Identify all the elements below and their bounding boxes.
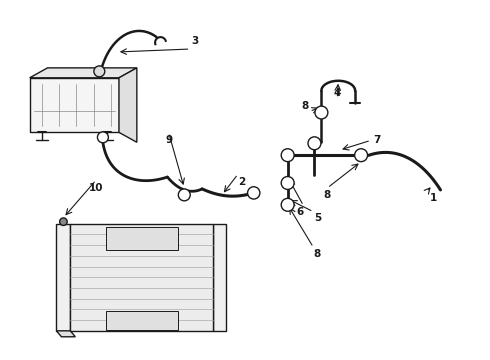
Bar bbox=[213, 224, 226, 331]
Bar bbox=[106, 227, 177, 251]
Circle shape bbox=[247, 187, 260, 199]
Circle shape bbox=[281, 149, 294, 162]
Text: 8: 8 bbox=[324, 190, 331, 200]
Text: 6: 6 bbox=[296, 207, 303, 217]
Text: 5: 5 bbox=[314, 213, 321, 223]
Text: 1: 1 bbox=[430, 193, 437, 203]
Circle shape bbox=[60, 218, 67, 225]
Circle shape bbox=[355, 149, 368, 162]
Text: 2: 2 bbox=[239, 177, 245, 187]
Circle shape bbox=[315, 106, 328, 119]
Text: 7: 7 bbox=[373, 135, 381, 145]
Polygon shape bbox=[119, 68, 137, 142]
Circle shape bbox=[178, 189, 190, 201]
Bar bbox=[30, 78, 119, 132]
Bar bbox=[106, 311, 177, 330]
Bar bbox=[56, 224, 71, 331]
Circle shape bbox=[98, 132, 108, 143]
Circle shape bbox=[94, 66, 105, 77]
Bar bbox=[71, 224, 213, 331]
Circle shape bbox=[281, 176, 294, 189]
Text: 10: 10 bbox=[89, 183, 103, 193]
Circle shape bbox=[281, 198, 294, 211]
Text: 4: 4 bbox=[334, 88, 341, 98]
Text: 3: 3 bbox=[192, 36, 199, 46]
Polygon shape bbox=[56, 331, 75, 337]
Circle shape bbox=[308, 137, 321, 150]
Text: 8: 8 bbox=[314, 249, 321, 260]
Text: 8: 8 bbox=[301, 100, 308, 111]
Text: 9: 9 bbox=[165, 135, 172, 145]
Polygon shape bbox=[30, 68, 137, 78]
